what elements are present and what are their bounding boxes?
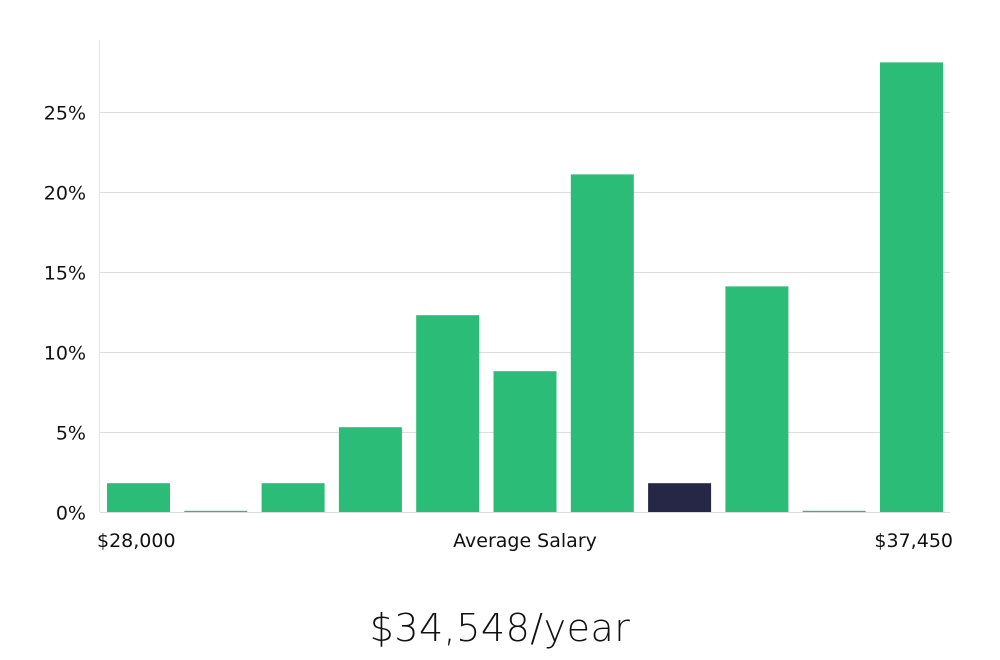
y-tick-label: 25% [44, 103, 86, 125]
bar [725, 286, 789, 512]
bar [107, 483, 170, 512]
salary-histogram: 0%5%10%15%20%25% $28,000 Average Salary … [44, 40, 953, 552]
average-salary-value: $34,548/year [369, 606, 631, 650]
x-axis-title: Average Salary [453, 530, 597, 552]
bar [570, 174, 634, 512]
bar [338, 427, 402, 512]
bar [416, 315, 480, 512]
y-tick-label: 5% [56, 423, 86, 445]
bar [802, 510, 866, 512]
x-axis-max-label: $37,450 [874, 530, 953, 552]
bar [493, 371, 557, 512]
highlighted-bar [648, 483, 712, 512]
gridlines [100, 112, 950, 513]
bar [880, 62, 943, 513]
y-tick-label: 0% [56, 503, 86, 525]
y-axis-ticks: 0% 5% 10% 15% 20% 25% [44, 103, 86, 525]
bar [261, 483, 325, 512]
bar [184, 510, 248, 512]
y-tick-label: 10% [44, 343, 86, 365]
y-tick-label: 15% [44, 263, 86, 285]
x-axis-min-label: $28,000 [97, 530, 176, 552]
bars [107, 62, 943, 513]
y-tick-label: 20% [44, 183, 86, 205]
